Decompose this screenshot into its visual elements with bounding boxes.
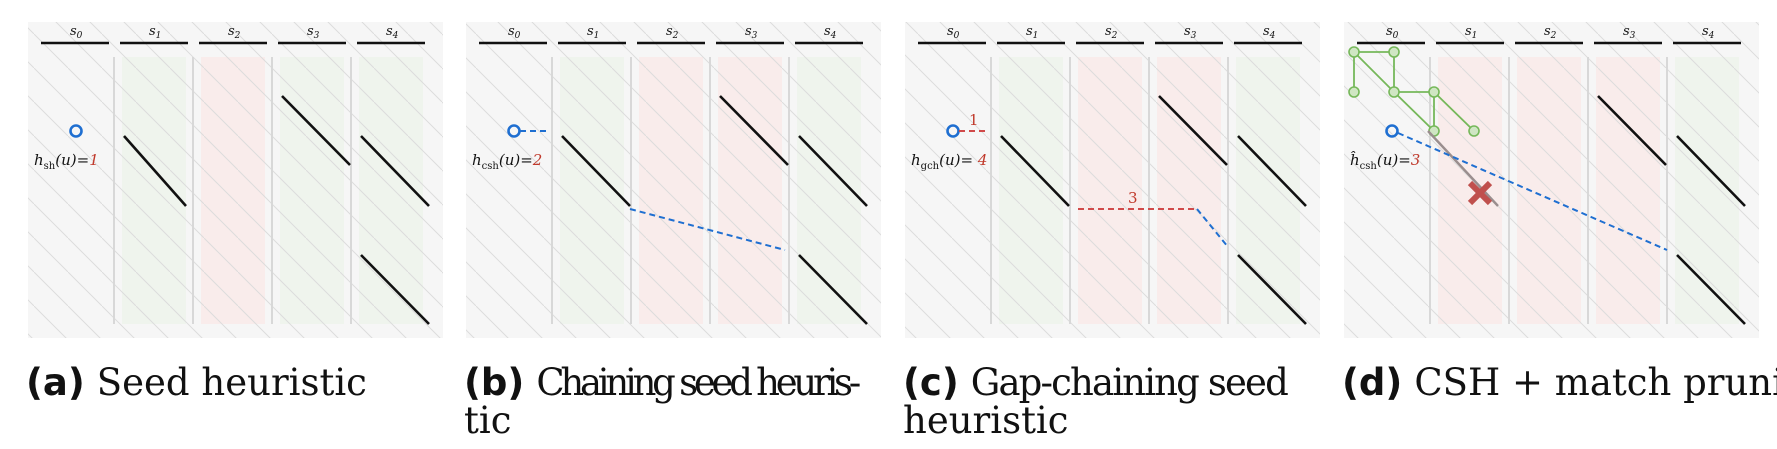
seed-label: s0: [508, 24, 521, 41]
panel-caption-line2: tic: [464, 399, 511, 442]
panel-a: s0 s1 s2 s3 s4 hsh(u)=1 (a) Seed heuristic: [26, 22, 443, 404]
panel-d: s0 s1 s2 s3 s4 ĥcsh(u)=3 (d)CSH + match prunin…: [1342, 22, 1777, 404]
match-line: [1237, 254, 1307, 325]
seed-label: s3: [1623, 24, 1636, 41]
seed-label: s4: [1263, 24, 1276, 41]
match-line: [360, 135, 430, 207]
seed-label: s3: [745, 24, 758, 41]
pruned-match-line: [1427, 130, 1499, 207]
explored-edge: [1393, 91, 1435, 132]
seed-label: s3: [1184, 24, 1197, 41]
panel-caption-line2: heuristic: [903, 399, 1069, 442]
pruned-x-icon: [1467, 180, 1493, 206]
seed-column-hatch: [718, 57, 782, 324]
chain-segment: [629, 208, 786, 251]
seed-label: s1: [149, 24, 161, 41]
explored-edge: [1433, 91, 1475, 132]
panel-caption: (c) Gap-chaining seed: [903, 361, 1289, 404]
heuristic-label: hsh(u)=1: [34, 151, 99, 172]
match-line: [798, 135, 868, 207]
heuristic-value: 3: [1411, 151, 1421, 169]
seed-label: s4: [1702, 24, 1715, 41]
seed-label: s0: [1386, 24, 1399, 41]
heuristic-value: 2: [532, 151, 543, 169]
match-line: [360, 254, 430, 325]
match-line: [1676, 135, 1746, 207]
panel-caption: (d)CSH + match pruning: [1342, 361, 1777, 404]
gap-cost-label: 1: [969, 111, 979, 129]
match-line: [719, 95, 789, 166]
seed-label: s2: [1105, 24, 1118, 41]
seed-column-hatch: [280, 57, 344, 324]
seed-label: s0: [70, 24, 83, 41]
seed-column-hatch: [201, 57, 265, 324]
explored-edge: [1353, 51, 1395, 93]
explored-state-node: [1388, 46, 1400, 58]
chain-segment: [1196, 208, 1229, 248]
match-line: [1676, 254, 1746, 325]
match-line: [1158, 95, 1228, 166]
match-line: [1237, 135, 1307, 207]
state-u-node: [1385, 124, 1399, 138]
heuristic-label: hgch(u)= 4: [911, 151, 987, 172]
state-u-node: [507, 124, 521, 138]
seed-label: s3: [307, 24, 320, 41]
heuristic-value: 1: [89, 151, 99, 169]
seed-label: s1: [587, 24, 599, 41]
seed-label: s0: [947, 24, 960, 41]
panel-caption: (b) Chaining seed heuris-: [464, 361, 861, 404]
seed-column-hatch: [1596, 57, 1660, 324]
heuristic-label: hcsh(u)=2: [472, 151, 542, 172]
explored-state-node: [1428, 86, 1440, 98]
seed-column-hatch: [122, 57, 186, 324]
explored-state-node: [1468, 125, 1480, 137]
heuristic-label: ĥcsh(u)=3: [1350, 151, 1420, 172]
panel-b: s0 s1 s2 s3 s4 hcsh(u)=2 (b) Chaining seed heur…: [464, 22, 881, 442]
seed-label: s4: [824, 24, 837, 41]
explored-state-node: [1388, 86, 1400, 98]
heuristic-value: 4: [977, 151, 988, 169]
state-u-node: [69, 124, 83, 138]
seed-column-hatch: [1157, 57, 1221, 324]
explored-state-node: [1348, 46, 1360, 58]
seed-label: s1: [1465, 24, 1477, 41]
gap-cost-label: 3: [1128, 189, 1138, 207]
seed-label: s2: [228, 24, 241, 41]
panel-caption: (a) Seed heuristic: [26, 361, 367, 404]
seed-column-hatch: [1517, 57, 1581, 324]
seed-label: s2: [666, 24, 679, 41]
seed-column-hatch: [639, 57, 703, 324]
seed-column-hatch: [1438, 57, 1502, 324]
chain-segment: [1397, 132, 1668, 251]
panel-c: s0 s1 s2 s3 s4 hgch(u)= 4 1 3 (c) Gap-chaining se…: [903, 22, 1320, 442]
match-line: [123, 135, 187, 207]
seed-column-hatch: [1078, 57, 1142, 324]
match-line: [798, 254, 868, 325]
match-line: [1597, 95, 1667, 166]
state-u-node: [946, 124, 960, 138]
seed-label: s4: [386, 24, 399, 41]
match-line: [561, 135, 631, 207]
seed-label: s1: [1026, 24, 1038, 41]
match-line: [281, 95, 351, 166]
match-line: [1000, 135, 1070, 207]
explored-state-node: [1348, 86, 1360, 98]
seed-label: s2: [1544, 24, 1557, 41]
